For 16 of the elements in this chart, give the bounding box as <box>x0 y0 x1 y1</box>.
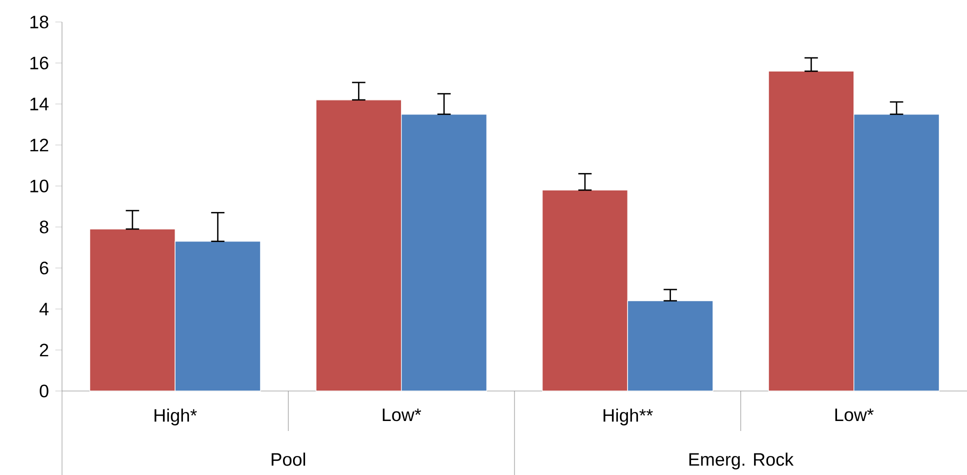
y-tick-label: 2 <box>40 344 48 356</box>
y-tick-label: 12 <box>30 138 48 152</box>
y-tick-label: 16 <box>30 56 48 70</box>
y-tick-label: 4 <box>39 302 49 316</box>
x-tick-label: Low* <box>382 408 422 422</box>
text: Pool <box>272 452 306 466</box>
y-tick-label: 0 <box>40 384 48 398</box>
text: Emerg. Rock <box>689 452 794 470</box>
x-tick-label: High* <box>154 408 197 426</box>
y-tick-label: 18 <box>30 16 48 28</box>
y-tick-label: 14 <box>30 98 49 110</box>
y-tick-label: 6 <box>40 262 48 274</box>
y-tick-label: 10 <box>30 180 48 192</box>
x-tick-label: High** <box>604 408 653 426</box>
x-tick-label: Low* <box>835 408 874 422</box>
y-tick-label: 8 <box>40 220 48 234</box>
